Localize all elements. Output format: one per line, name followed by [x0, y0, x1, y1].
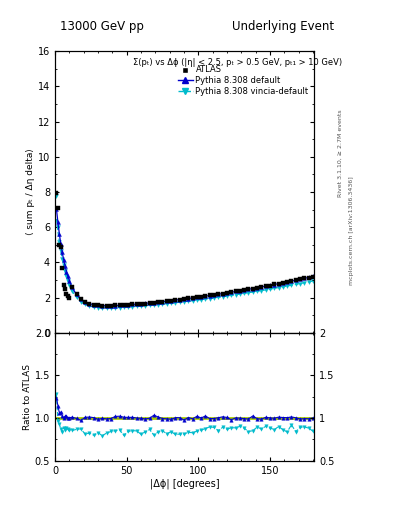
- Text: Rivet 3.1.10, ≥ 2.7M events: Rivet 3.1.10, ≥ 2.7M events: [338, 110, 342, 198]
- Text: 13000 GeV pp: 13000 GeV pp: [60, 20, 144, 33]
- Y-axis label: Ratio to ATLAS: Ratio to ATLAS: [23, 364, 32, 430]
- Text: mcplots.cern.ch [arXiv:1306.3436]: mcplots.cern.ch [arXiv:1306.3436]: [349, 176, 354, 285]
- Legend: ATLAS, Pythia 8.308 default, Pythia 8.308 vincia-default: ATLAS, Pythia 8.308 default, Pythia 8.30…: [176, 64, 310, 97]
- X-axis label: |Δϕ| [degrees]: |Δϕ| [degrees]: [150, 478, 220, 489]
- Y-axis label: ⟨ sum pₜ / Δη delta⟩: ⟨ sum pₜ / Δη delta⟩: [26, 148, 35, 236]
- Text: Σ(pₜ) vs Δϕ (|η| < 2.5, pₜ > 0.5 GeV, pₜ₁ > 10 GeV): Σ(pₜ) vs Δϕ (|η| < 2.5, pₜ > 0.5 GeV, pₜ…: [133, 58, 342, 67]
- Text: Underlying Event: Underlying Event: [232, 20, 334, 33]
